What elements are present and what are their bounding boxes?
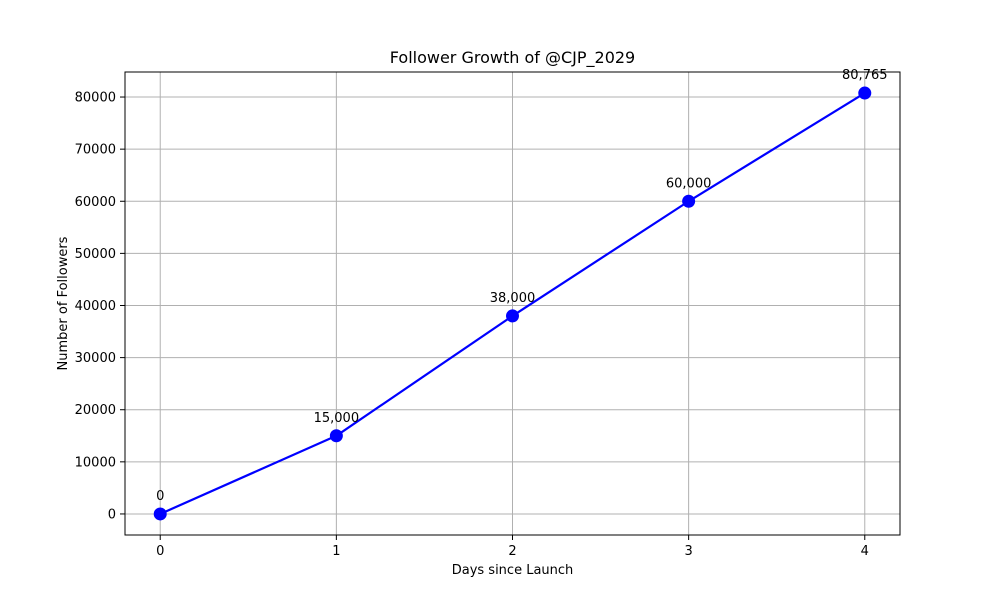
y-tick-label: 40000 (75, 299, 116, 314)
x-tick-label: 1 (332, 544, 340, 559)
y-axis-label: Number of Followers (56, 236, 71, 370)
x-tick-label: 3 (684, 544, 692, 559)
data-label: 15,000 (314, 411, 360, 426)
data-point (858, 86, 872, 100)
y-tick-label: 50000 (75, 247, 116, 262)
data-label: 60,000 (666, 176, 712, 191)
grid-lines (125, 72, 900, 535)
x-tick-label: 4 (861, 544, 869, 559)
x-tick-label: 0 (156, 544, 164, 559)
y-tick-label: 0 (108, 507, 116, 522)
data-point (153, 507, 167, 521)
y-tick-label: 10000 (75, 455, 116, 470)
data-label: 0 (156, 489, 164, 504)
y-tick-label: 30000 (75, 351, 116, 366)
data-point (329, 429, 343, 443)
y-tick-label: 70000 (75, 143, 116, 158)
data-point (506, 309, 519, 323)
data-point (682, 194, 696, 208)
data-label: 80,765 (842, 68, 888, 83)
chart-title: Follower Growth of @CJP_2029 (390, 48, 635, 68)
x-axis-label: Days since Launch (452, 563, 574, 578)
y-tick-label: 80000 (75, 91, 116, 106)
y-tick-label: 20000 (75, 403, 116, 418)
data-label: 38,000 (490, 291, 536, 306)
x-tick-label: 2 (508, 544, 516, 559)
y-tick-label: 60000 (75, 195, 116, 210)
axis-ticks: 0 1 2 3 4 0 10000 20000 30000 40000 50000 60000 7000… (75, 91, 869, 559)
